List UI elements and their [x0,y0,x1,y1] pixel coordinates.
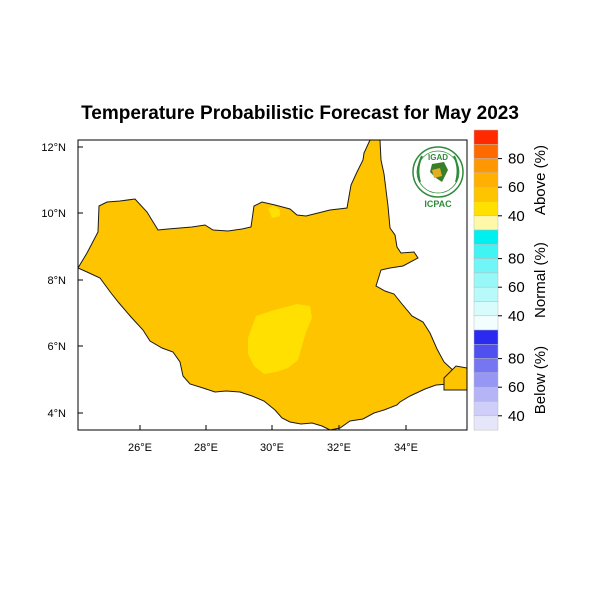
colorbar-swatch [473,201,499,217]
colorbar-swatch [473,258,499,274]
icpac-logo: IGAD ICPAC [412,146,464,209]
logo-top-text: IGAD [428,153,448,162]
colorbar-swatch [473,144,499,159]
colorbar-tick-label: 80 [508,151,525,168]
colorbar-swatch [473,229,499,245]
lon-tick-label: 32°E [327,442,351,454]
colorbar-tick-label: 40 [508,308,525,325]
lon-tick-label: 34°E [394,442,418,454]
colorbar-group-label: Normal (%) [532,242,549,318]
colorbar-group-label: Above (%) [532,145,549,215]
map-title: Temperature Probabilistic Forecast for M… [81,103,519,124]
lighter-probability-zone [248,304,312,374]
colorbar-tick-label: 80 [508,351,525,368]
colorbar-swatch [473,272,499,288]
colorbar-swatch [473,386,499,402]
colorbar-swatch [473,315,499,331]
colorbar-swatch [473,186,499,202]
logo-bottom-text: ICPAC [424,199,452,209]
country-shape [78,140,467,430]
colorbar-swatch [473,286,499,302]
colorbar-tick-label: 60 [508,379,525,396]
colorbar-tick-label: 40 [508,408,525,425]
colorbar-tick-label: 40 [508,208,525,225]
colorbar-swatch [473,301,499,317]
colorbar-swatch [473,358,499,374]
lighter-probability-spot [268,206,280,218]
colorbar-tick-label: 80 [508,251,525,268]
lat-tick-label: 8°N [48,275,67,287]
lon-ticks: 26°E 28°E 30°E 32°E 34°E [128,425,418,454]
colorbar-swatch [473,344,499,359]
colorbar-swatch [473,415,499,431]
lat-tick-label: 10°N [41,208,66,220]
colorbar-swatch [473,401,499,417]
colorbar-swatch [473,329,499,345]
country-east-tail [443,365,467,391]
colorbar-swatch [473,158,499,174]
colorbar-swatch [473,244,499,259]
lon-tick-label: 28°E [194,442,218,454]
colorbar: 80 60 40 Above (%) 80 60 40 Normal (%) 80 60 40 Bel… [473,129,549,431]
lon-tick-label: 30°E [260,442,284,454]
lon-tick-label: 26°E [128,442,152,454]
lat-tick-label: 6°N [48,341,67,353]
colorbar-tick-label: 60 [508,279,525,296]
colorbar-swatch [473,129,499,145]
lat-tick-label: 12°N [41,142,66,154]
lat-ticks: 12°N 10°N 8°N 6°N 4°N [41,142,83,420]
lat-tick-label: 4°N [48,408,67,420]
colorbar-swatch [473,172,499,188]
colorbar-group-label: Below (%) [532,346,549,414]
colorbar-tick-label: 60 [508,179,525,196]
colorbar-swatch [473,215,499,231]
colorbar-swatch [473,372,499,388]
